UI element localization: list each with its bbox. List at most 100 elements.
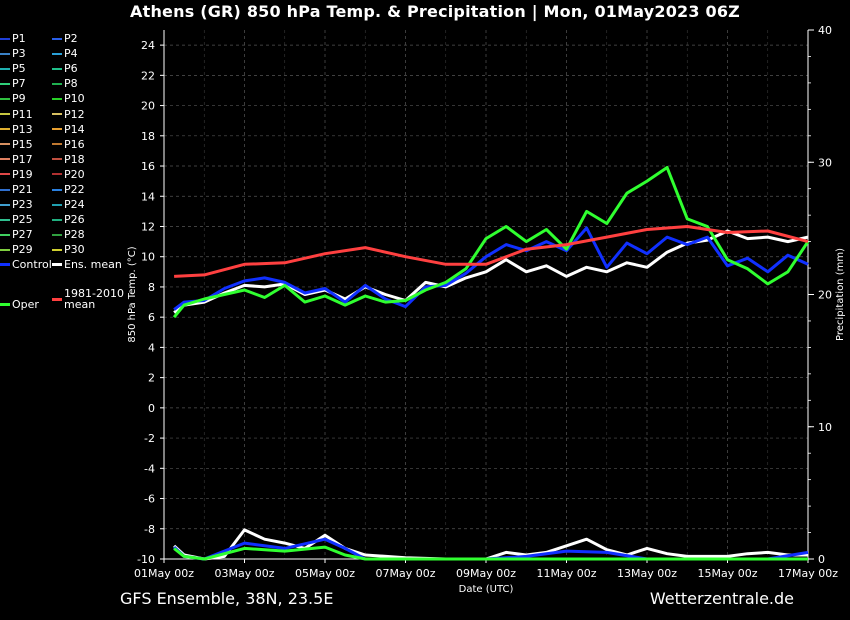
legend-label: P21 — [12, 183, 33, 196]
legend-item: P1 — [0, 32, 26, 45]
y-axis-label: 850 hPa Temp. (°C) — [127, 246, 138, 342]
y2-tick-label: 40 — [818, 24, 832, 37]
footer-source: Wetterzentrale.de — [649, 589, 794, 608]
y2-axis-label: Precipitation (mm) — [835, 248, 846, 341]
legend-label: Control — [12, 258, 52, 271]
legend-swatch — [0, 248, 10, 251]
legend-swatch — [52, 203, 62, 206]
legend-label: P25 — [12, 213, 33, 227]
legend-swatch — [52, 128, 62, 131]
legend-swatch — [52, 113, 62, 115]
y-tick-label: -4 — [144, 462, 155, 475]
legend-item: P18 — [52, 153, 85, 166]
legend-item: Ens. mean — [52, 258, 122, 271]
legend-label: Oper — [12, 298, 39, 311]
y-tick-label: 6 — [148, 311, 155, 324]
y-tick-label: 20 — [141, 100, 155, 113]
y-tick-label: 8 — [148, 281, 155, 294]
legend-item: P24 — [52, 198, 85, 211]
legend-item: P22 — [52, 183, 85, 196]
legend-item: P12 — [52, 108, 85, 121]
legend-label: P27 — [12, 228, 33, 242]
legend-label: P28 — [64, 228, 85, 242]
legend-item: P17 — [0, 153, 33, 166]
legend-item: P23 — [0, 198, 33, 211]
legend-item: P4 — [52, 47, 78, 60]
legend-item: P21 — [0, 183, 33, 196]
legend-swatch — [0, 263, 10, 266]
legend-item: Control — [0, 258, 52, 271]
y2-tick-label: 20 — [818, 289, 832, 302]
y-tick-label: 24 — [141, 39, 155, 52]
x-tick-label: 03May 00z — [214, 567, 274, 580]
legend-swatch — [0, 143, 10, 146]
y-tick-label: 2 — [148, 372, 155, 385]
legend-swatch — [0, 113, 10, 115]
legend-item: Oper — [0, 298, 39, 311]
legend-swatch — [0, 97, 10, 100]
legend-label: P22 — [64, 183, 85, 196]
legend-label: P16 — [64, 137, 85, 151]
legend-swatch — [52, 218, 62, 221]
legend-label: P2 — [64, 32, 78, 45]
legend-swatch — [52, 97, 62, 100]
legend-item: P14 — [52, 123, 85, 136]
legend-swatch — [0, 82, 10, 85]
legend-item: P7 — [0, 77, 26, 90]
x-tick-label: 05May 00z — [295, 567, 355, 580]
legend-item: P20 — [52, 168, 85, 181]
legend-swatch — [0, 52, 10, 55]
legend-label: P17 — [12, 152, 33, 166]
y-tick-label: 10 — [141, 251, 155, 264]
legend-item: P26 — [52, 213, 85, 226]
legend-label: P13 — [12, 122, 33, 136]
legend-swatch — [52, 173, 62, 176]
x-tick-label: 13May 00z — [617, 567, 677, 580]
legend-item: P10 — [52, 92, 85, 105]
y2-tick-label: 0 — [818, 553, 825, 566]
legend-label: P30 — [64, 243, 85, 257]
y-tick-label: -6 — [144, 493, 155, 506]
temp-series-line — [174, 225, 809, 278]
legend-label: P1 — [12, 32, 26, 45]
y-tick-label: 14 — [141, 190, 155, 203]
x-tick-label: 09May 00z — [456, 567, 516, 580]
legend-label: P15 — [12, 137, 33, 151]
y-tick-label: 0 — [148, 402, 155, 415]
y2-tick-label: 10 — [818, 421, 832, 434]
legend-swatch — [52, 248, 62, 251]
y-tick-label: -10 — [137, 553, 155, 566]
legend-label: P11 — [12, 107, 33, 121]
x-tick-label: 07May 00z — [375, 567, 435, 580]
legend-label: P9 — [12, 92, 26, 106]
precip-series-line — [173, 545, 808, 561]
x-tick-label: 15May 00z — [697, 567, 757, 580]
legend-label: Ens. mean — [64, 258, 122, 271]
y-tick-label: 12 — [141, 220, 155, 233]
legend-item: P28 — [52, 228, 85, 241]
legend-label: P7 — [12, 77, 26, 91]
legend-label: P3 — [12, 47, 26, 61]
legend-swatch — [52, 297, 62, 301]
legend-swatch — [0, 303, 10, 306]
y2-tick-label: 30 — [818, 156, 832, 169]
legend-swatch — [0, 37, 10, 40]
x-tick-label: 17May 00z — [778, 567, 838, 580]
y-tick-label: 18 — [141, 130, 155, 143]
legend-label: P14 — [64, 122, 85, 136]
legend-label: P20 — [64, 167, 85, 181]
legend-swatch — [52, 143, 62, 146]
legend-label: P12 — [64, 107, 85, 121]
temp-series-line — [172, 166, 810, 319]
y-tick-label: -8 — [144, 523, 155, 536]
y-tick-label: 22 — [141, 69, 155, 82]
legend-item: P8 — [52, 77, 78, 90]
y-tick-label: 16 — [141, 160, 155, 173]
legend-item: P5 — [0, 62, 26, 75]
x-axis-label: Date (UTC) — [459, 584, 514, 595]
precip-series-line — [173, 528, 808, 561]
legend-item: P13 — [0, 123, 33, 136]
legend-label: P18 — [64, 152, 85, 166]
legend-label: 1981-2010 mean — [64, 287, 124, 311]
legend-item: 1981-2010 mean — [52, 288, 134, 310]
